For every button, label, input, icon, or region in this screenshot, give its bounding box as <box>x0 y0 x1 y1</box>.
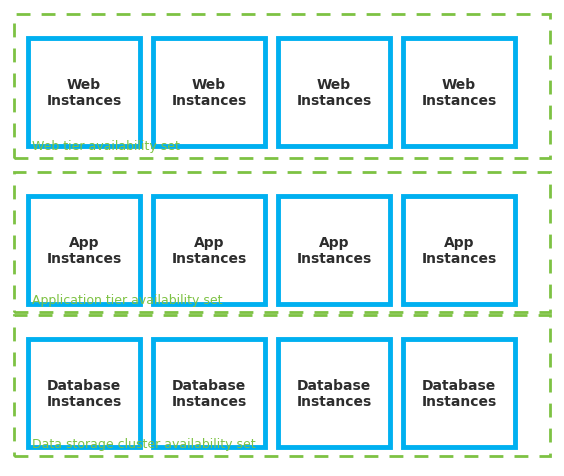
Bar <box>403 196 515 304</box>
Bar <box>153 38 265 146</box>
Bar <box>278 339 390 447</box>
Bar <box>28 339 140 447</box>
Text: Data storage cluster availability set: Data storage cluster availability set <box>32 438 255 451</box>
Bar <box>14 172 550 312</box>
Text: App: App <box>69 236 99 250</box>
Bar <box>28 196 140 304</box>
Text: App: App <box>444 236 474 250</box>
Text: Web: Web <box>317 78 351 92</box>
Text: App: App <box>319 236 349 250</box>
Bar <box>14 315 550 456</box>
Text: Instances: Instances <box>296 395 372 409</box>
Text: Instances: Instances <box>46 94 122 108</box>
Text: Database: Database <box>422 379 496 393</box>
Text: Application tier availability set: Application tier availability set <box>32 294 223 307</box>
Text: Database: Database <box>47 379 121 393</box>
Bar <box>278 38 390 146</box>
Text: Database: Database <box>297 379 371 393</box>
Text: Web tier availability set: Web tier availability set <box>32 140 180 153</box>
Bar <box>153 196 265 304</box>
Text: Instances: Instances <box>46 252 122 266</box>
Text: Instances: Instances <box>171 395 246 409</box>
Text: Web: Web <box>192 78 226 92</box>
Text: Instances: Instances <box>171 94 246 108</box>
Bar <box>403 339 515 447</box>
Text: Instances: Instances <box>296 252 372 266</box>
Bar <box>28 38 140 146</box>
Text: Instances: Instances <box>421 252 497 266</box>
Text: Instances: Instances <box>171 252 246 266</box>
Text: Database: Database <box>172 379 246 393</box>
Text: Instances: Instances <box>421 94 497 108</box>
Text: Instances: Instances <box>296 94 372 108</box>
Bar <box>403 38 515 146</box>
Text: Instances: Instances <box>421 395 497 409</box>
Bar <box>278 196 390 304</box>
Bar <box>14 14 550 158</box>
Bar <box>153 339 265 447</box>
Text: App: App <box>194 236 224 250</box>
Text: Instances: Instances <box>46 395 122 409</box>
Text: Web: Web <box>442 78 476 92</box>
Text: Web: Web <box>67 78 101 92</box>
